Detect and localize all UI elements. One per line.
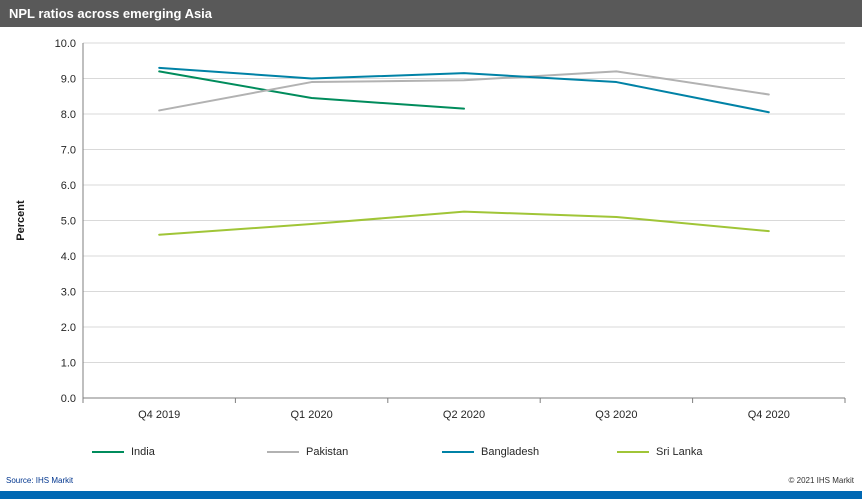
x-axis-label: Q4 2020 [748,409,790,421]
legend-item: Bangladesh [442,446,617,458]
y-axis-tick-label: 4.0 [61,251,76,263]
legend-item: Sri Lanka [617,446,792,458]
y-axis-tick-label: 8.0 [61,109,76,121]
source-note: Source: IHS Markit [6,475,74,485]
y-axis-tick-label: 5.0 [61,216,76,228]
y-axis-tick-label: 10.0 [55,38,76,50]
series-line-pakistan [158,70,770,112]
chart-title-bar: NPL ratios across emerging Asia [0,0,862,27]
legend-swatch [267,451,299,453]
x-axis-label: Q3 2020 [595,409,637,421]
y-axis-tick-label: 6.0 [61,180,76,192]
x-axis-label: Q4 2019 [138,409,180,421]
legend-item: India [92,446,267,458]
y-axis-tick-label: 9.0 [61,74,76,86]
y-axis-tick-label: 2.0 [61,322,76,334]
y-axis-tick-label: 1.0 [61,358,76,370]
y-axis-title: Percent [15,200,27,241]
y-axis-tick-label: 0.0 [61,393,76,405]
x-axis-label: Q1 2020 [290,409,332,421]
legend-label: India [131,446,155,458]
legend-swatch [617,451,649,453]
legend-label: Bangladesh [481,446,540,458]
footer: Source: IHS Markit © 2021 IHS Markit [0,469,862,491]
legend-label: Pakistan [306,446,349,458]
footer-accent-bar [0,491,862,499]
legend-item: Pakistan [267,446,442,458]
chart-svg: 0.0 1.0 2.0 3.0 4.0 5.0 6.0 7.0 8.0 9.0 10.0 Q4 201… [15,38,846,421]
copyright-note: © 2021 IHS Markit [788,475,854,485]
x-axis-label: Q2 2020 [443,409,485,421]
series-line-sri-lanka [158,210,770,236]
legend-swatch [442,451,474,453]
series-line-bangladesh [158,66,770,114]
plot-area: 0.0 1.0 2.0 3.0 4.0 5.0 6.0 7.0 8.0 9.0 10.0 Q4 201… [0,27,862,435]
legend: India Pakistan Bangladesh Sri Lanka [0,435,862,469]
series-line-india [158,70,465,110]
chart-title: NPL ratios across emerging Asia [9,6,213,21]
y-axis-tick-label: 7.0 [61,145,76,157]
legend-label: Sri Lanka [656,446,703,458]
legend-swatch [92,451,124,453]
y-axis-tick-label: 3.0 [61,287,76,299]
